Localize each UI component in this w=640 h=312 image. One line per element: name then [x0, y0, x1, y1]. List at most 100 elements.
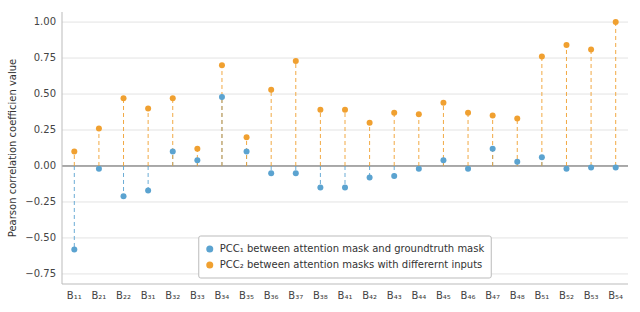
point [293, 58, 299, 64]
stem [320, 110, 321, 166]
stem [615, 22, 616, 166]
point [96, 166, 102, 172]
point [268, 170, 274, 176]
x-tick-label: B₅₁ [534, 290, 549, 301]
point [268, 87, 274, 93]
point [416, 166, 422, 172]
point [219, 62, 225, 68]
point [465, 110, 471, 116]
x-tick-label: B₃₂ [165, 290, 180, 301]
stem [148, 108, 149, 166]
legend-label: PCC₁ between attention mask and groundtr… [220, 243, 485, 254]
legend-label: PCC₂ between attention masks with differ… [220, 259, 483, 270]
chart-svg: −0.75−0.50−0.250.000.250.500.751.00Pears… [0, 0, 640, 312]
stem [74, 166, 75, 249]
stem [345, 166, 346, 188]
chart-container: −0.75−0.50−0.250.000.250.500.751.00Pears… [0, 0, 640, 312]
point [588, 164, 594, 170]
point [490, 146, 496, 152]
point [539, 54, 545, 60]
point [490, 113, 496, 119]
point [514, 159, 520, 165]
x-tick-label: B₁₁ [67, 290, 82, 301]
y-tick-label: 1.00 [34, 16, 56, 27]
point [121, 95, 127, 101]
point [613, 19, 619, 25]
x-tick-label: B₃₈ [313, 290, 328, 301]
stem [295, 61, 296, 166]
point [170, 149, 176, 155]
x-tick-label: B₄₇ [485, 290, 500, 301]
stem [394, 113, 395, 166]
point [71, 149, 77, 155]
x-tick-label: B₄₃ [387, 290, 402, 301]
point [244, 134, 250, 140]
x-tick-label: B₄₄ [411, 290, 426, 301]
y-tick-label: 0.25 [34, 124, 56, 135]
stem [541, 57, 542, 166]
y-axis-label: Pearson correlation coefficien value [7, 59, 18, 237]
point [71, 246, 77, 252]
point [514, 115, 520, 121]
legend-swatch [206, 262, 213, 269]
y-tick-label: −0.75 [25, 268, 56, 279]
point [96, 126, 102, 132]
stem [148, 166, 149, 190]
x-axis-line [62, 284, 628, 285]
stem [123, 98, 124, 166]
x-tick-label: B₂₂ [116, 290, 131, 301]
point [563, 42, 569, 48]
x-tick-label: B₅₃ [584, 290, 599, 301]
x-tick-label: B₄₂ [362, 290, 377, 301]
points [71, 19, 618, 252]
x-tick-label: B₄₆ [461, 290, 476, 301]
point [440, 157, 446, 163]
x-tick-label: B₃₁ [141, 290, 156, 301]
point [391, 110, 397, 116]
point [563, 166, 569, 172]
point [194, 146, 200, 152]
stem [418, 114, 419, 166]
point [588, 46, 594, 52]
point [342, 185, 348, 191]
stem [221, 65, 222, 166]
point [342, 107, 348, 113]
point [244, 149, 250, 155]
y-tick-label: 0.75 [34, 52, 56, 63]
x-tick-labels: B₁₁B₂₁B₂₂B₃₁B₃₂B₃₃B₃₄B₃₅B₃₆B₃₇B₃₈B₄₁B₄₂B… [67, 290, 623, 301]
point [391, 173, 397, 179]
stem [591, 49, 592, 166]
stem [271, 90, 272, 166]
point [219, 94, 225, 100]
stem [566, 45, 567, 166]
point [465, 166, 471, 172]
grid-line [62, 94, 628, 95]
point [145, 187, 151, 193]
point [317, 107, 323, 113]
x-tick-label: B₃₆ [264, 290, 279, 301]
x-tick-label: B₂₁ [91, 290, 106, 301]
x-tick-label: B₄₈ [510, 290, 525, 301]
y-tick-label: 0.50 [34, 88, 56, 99]
point [367, 120, 373, 126]
stem [492, 116, 493, 166]
x-tick-label: B₄₅ [436, 290, 451, 301]
stem [468, 113, 469, 166]
point [145, 105, 151, 111]
y-axis-line [62, 12, 63, 284]
x-tick-label: B₃₄ [215, 290, 230, 301]
x-tick-label: B₅₄ [608, 290, 623, 301]
point [539, 154, 545, 160]
point [170, 95, 176, 101]
point [121, 193, 127, 199]
stem [320, 166, 321, 188]
stems [74, 22, 615, 249]
stem [123, 166, 124, 196]
x-tick-label: B₃₇ [288, 290, 303, 301]
point [317, 185, 323, 191]
legend: PCC₁ between attention mask and groundtr… [199, 236, 492, 278]
y-grid: −0.75−0.50−0.250.000.250.500.751.00 [25, 16, 628, 279]
stem [443, 103, 444, 166]
point [416, 111, 422, 117]
point [194, 157, 200, 163]
